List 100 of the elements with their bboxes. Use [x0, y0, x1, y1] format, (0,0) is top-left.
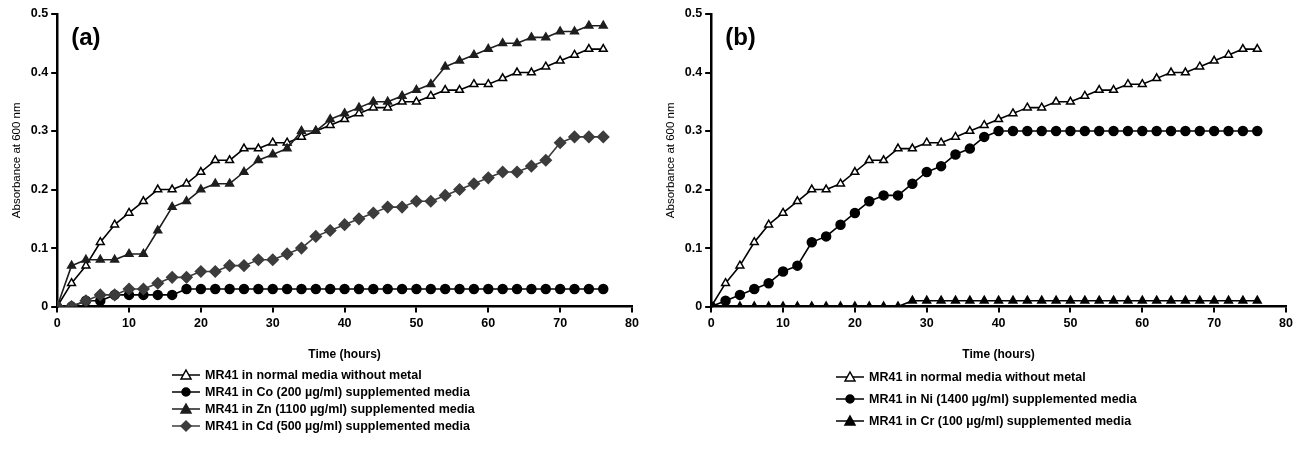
point: [512, 67, 522, 76]
point: [569, 283, 580, 295]
y-tick-label: 0.4: [30, 64, 49, 79]
point: [224, 178, 235, 187]
point: [411, 84, 422, 94]
point: [526, 32, 537, 41]
point: [907, 178, 918, 189]
point: [950, 149, 961, 160]
point: [496, 165, 509, 179]
point: [720, 277, 731, 287]
point: [66, 277, 77, 287]
x-tick-label: 80: [625, 315, 639, 330]
point: [569, 26, 580, 35]
point: [239, 143, 249, 152]
point: [864, 196, 875, 207]
point: [735, 260, 745, 269]
point: [1108, 84, 1119, 94]
point: [950, 131, 961, 140]
point: [468, 283, 480, 295]
point: [541, 61, 551, 70]
point: [310, 283, 322, 295]
point: [1237, 125, 1249, 137]
point: [238, 283, 250, 295]
x-tick-label: 70: [553, 315, 568, 330]
point: [165, 271, 179, 284]
point: [922, 295, 932, 304]
y-tick-label: 0.2: [684, 182, 703, 197]
point: [253, 283, 264, 295]
point: [1137, 125, 1148, 137]
point: [280, 247, 294, 261]
point: [224, 155, 235, 164]
y-tick-label: 0.5: [30, 6, 49, 21]
point: [1007, 125, 1019, 137]
point: [1252, 43, 1262, 53]
y-tick-label: 0.1: [30, 240, 49, 255]
point: [382, 283, 393, 295]
point: [1195, 295, 1205, 304]
point: [268, 137, 278, 146]
point: [778, 207, 788, 216]
x-tick-label: 20: [847, 315, 862, 330]
point: [396, 283, 408, 295]
point: [935, 160, 947, 172]
point: [210, 155, 220, 164]
point: [166, 289, 178, 301]
point: [582, 130, 596, 144]
x-tick-label: 30: [265, 315, 280, 330]
point: [763, 277, 774, 289]
point: [440, 84, 450, 94]
point: [921, 166, 932, 178]
point: [309, 230, 323, 243]
point: [936, 295, 946, 304]
point: [1108, 125, 1119, 137]
point: [1180, 67, 1191, 76]
point: [749, 283, 760, 295]
point: [1137, 295, 1147, 304]
point: [94, 288, 107, 302]
point: [324, 283, 336, 295]
point: [194, 265, 208, 278]
x-tick-label: 0: [707, 315, 715, 330]
point: [295, 241, 308, 255]
point: [539, 154, 553, 167]
point: [252, 253, 265, 267]
point: [137, 282, 150, 296]
y-tick-label: 0: [41, 299, 49, 314]
point: [152, 289, 164, 301]
point: [993, 295, 1004, 304]
legend-label: MR41 in Zn (1100 µg/ml) supplemented media: [205, 401, 475, 416]
point: [1051, 96, 1061, 105]
point: [153, 184, 163, 193]
point: [453, 183, 466, 196]
x-tick-label: 50: [1063, 315, 1078, 330]
point: [1065, 295, 1076, 304]
point: [1050, 125, 1062, 137]
point: [584, 43, 594, 53]
point: [553, 136, 567, 149]
point: [1209, 295, 1219, 304]
point: [267, 283, 278, 295]
point: [368, 96, 378, 105]
point: [1194, 125, 1206, 137]
point: [850, 166, 860, 175]
point: [764, 219, 774, 228]
point: [195, 283, 207, 295]
point: [584, 20, 594, 29]
x-tick-label: 0: [53, 315, 61, 330]
point: [849, 207, 861, 219]
y-tick-label: 0.5: [684, 6, 703, 21]
point: [1238, 295, 1248, 304]
point: [979, 119, 989, 129]
point: [893, 143, 903, 152]
point: [1180, 125, 1191, 137]
y-axis-title: Absorbance at 600 nm: [664, 102, 677, 219]
point: [439, 283, 451, 295]
point: [510, 165, 524, 179]
point: [498, 73, 508, 82]
point: [454, 84, 465, 94]
point: [282, 143, 292, 152]
point: [1122, 125, 1134, 137]
legend-label: MR41 in normal media without metal: [869, 370, 1086, 384]
point: [469, 78, 479, 88]
point: [210, 178, 220, 187]
